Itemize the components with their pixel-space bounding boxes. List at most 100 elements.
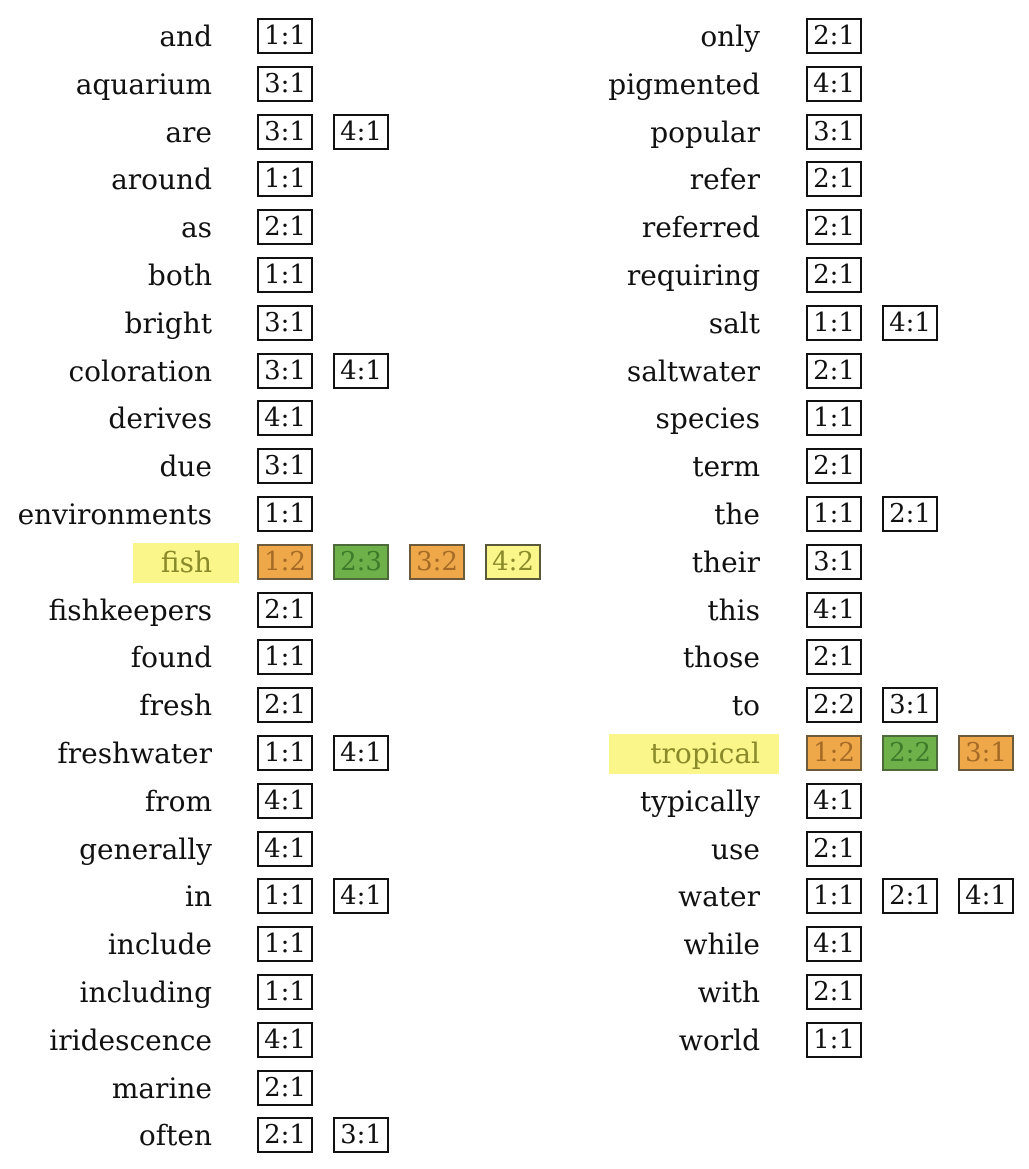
- index-tag-box: 4:1: [806, 591, 862, 628]
- index-tag-box: 3:1: [806, 543, 862, 580]
- word-label: both: [147, 259, 212, 292]
- word-label: world: [678, 1023, 760, 1057]
- word-label: freshwater: [57, 737, 212, 770]
- index-tag-box: 2:1: [806, 352, 862, 389]
- word-label: as: [180, 211, 212, 245]
- word-label: from: [144, 784, 212, 818]
- word-label: pigmented: [608, 67, 760, 101]
- word-label: only: [700, 20, 760, 53]
- word-label: with: [697, 976, 760, 1009]
- word-label: this: [707, 593, 760, 627]
- index-tag-box: 4:1: [333, 352, 389, 389]
- word-label: often: [138, 1119, 212, 1153]
- word-label: saltwater: [626, 354, 760, 388]
- word-label: term: [692, 450, 760, 484]
- index-tag-box: 4:1: [333, 735, 389, 771]
- word-label: include: [107, 928, 212, 962]
- index-tag-box: 4:1: [333, 113, 389, 150]
- word-label: referred: [641, 211, 760, 245]
- word-label: in: [185, 880, 212, 914]
- word-label: fresh: [139, 689, 212, 723]
- index-tag-box: 4:1: [257, 400, 313, 437]
- word-label: fishkeepers: [48, 593, 212, 627]
- index-tag-box: 2:1: [806, 161, 862, 198]
- index-tag-box: 2:1: [257, 591, 313, 628]
- index-tag-box: 4:1: [806, 926, 862, 963]
- index-tag-box: 2:3: [333, 543, 389, 580]
- word-label: are: [165, 115, 212, 149]
- index-tag-box: 1:1: [806, 1021, 862, 1058]
- index-tag-box: 2:1: [806, 830, 862, 867]
- word-label: popular: [650, 115, 760, 149]
- word-label: marine: [111, 1071, 212, 1105]
- index-tag-box: 2:1: [257, 1117, 313, 1154]
- index-tag-box: 3:1: [257, 304, 313, 341]
- index-tag-box: 4:1: [882, 304, 938, 341]
- index-tag-box: 2:2: [806, 687, 862, 724]
- word-label: salt: [708, 306, 760, 340]
- index-tag-box: 1:1: [806, 878, 862, 915]
- index-tag-box: 1:2: [257, 543, 313, 580]
- word-label: requiring: [626, 259, 760, 292]
- word-label: including: [79, 976, 213, 1009]
- word-label: to: [731, 689, 760, 723]
- word-label: use: [711, 832, 760, 866]
- word-label: coloration: [68, 354, 212, 388]
- index-tag-box: 1:1: [806, 304, 862, 341]
- index-tag-box: 2:1: [257, 687, 313, 724]
- word-label: derives: [108, 402, 212, 436]
- index-tag-box: 4:1: [958, 878, 1014, 915]
- index-tag-box: 2:1: [806, 448, 862, 485]
- word-label: iridescence: [49, 1023, 212, 1057]
- index-tag-box: 2:2: [882, 735, 938, 771]
- index-tag-box: 2:1: [882, 878, 938, 915]
- highlighted-word-label: tropical: [609, 734, 779, 774]
- index-tag-box: 3:1: [257, 352, 313, 389]
- index-tag-box: 2:1: [257, 209, 313, 246]
- word-label: generally: [79, 832, 212, 866]
- word-label: found: [130, 641, 212, 675]
- word-label: and: [159, 20, 212, 53]
- index-tag-box: 4:1: [257, 1021, 313, 1058]
- word-label: around: [111, 163, 212, 197]
- index-tag-box: 3:1: [257, 113, 313, 150]
- index-tag-box: 1:1: [257, 257, 313, 293]
- index-tag-box: 3:1: [257, 65, 313, 102]
- index-tag-box: 1:1: [257, 496, 313, 532]
- word-label: environments: [17, 498, 212, 531]
- index-tag-box: 3:1: [882, 687, 938, 724]
- word-label: refer: [689, 163, 760, 197]
- word-label: their: [691, 545, 760, 579]
- word-label: aquarium: [75, 67, 212, 101]
- index-tag-box: 1:1: [257, 639, 313, 676]
- index-tag-box: 1:1: [806, 400, 862, 437]
- word-label: water: [678, 880, 760, 914]
- index-tag-box: 2:1: [806, 257, 862, 293]
- index-tag-box: 2:1: [806, 209, 862, 246]
- word-label: due: [159, 450, 212, 484]
- index-tag-box: 1:1: [257, 926, 313, 963]
- index-tag-box: 1:1: [257, 735, 313, 771]
- index-tag-box: 4:1: [806, 65, 862, 102]
- index-tag-box: 3:1: [257, 448, 313, 485]
- index-tag-box: 4:2: [485, 543, 541, 580]
- index-tag-box: 1:1: [257, 18, 313, 54]
- index-tag-box: 2:1: [806, 974, 862, 1010]
- index-tag-box: 4:1: [257, 830, 313, 867]
- index-tag-box: 3:1: [806, 113, 862, 150]
- index-tag-box: 1:1: [257, 974, 313, 1010]
- index-tag-box: 4:1: [333, 878, 389, 915]
- index-tag-box: 1:1: [257, 161, 313, 198]
- word-label: those: [682, 641, 760, 675]
- index-tag-box: 2:1: [257, 1069, 313, 1106]
- index-tag-box: 3:1: [333, 1117, 389, 1154]
- word-label: while: [683, 928, 760, 962]
- index-tag-box: 1:2: [806, 735, 862, 771]
- word-label: bright: [124, 306, 212, 340]
- index-tag-box: 3:1: [958, 735, 1014, 771]
- word-label: species: [655, 402, 760, 436]
- highlighted-word-label: fish: [133, 542, 239, 583]
- word-label: the: [714, 498, 760, 531]
- index-tag-box: 4:1: [257, 782, 313, 819]
- index-tag-box: 2:1: [806, 18, 862, 54]
